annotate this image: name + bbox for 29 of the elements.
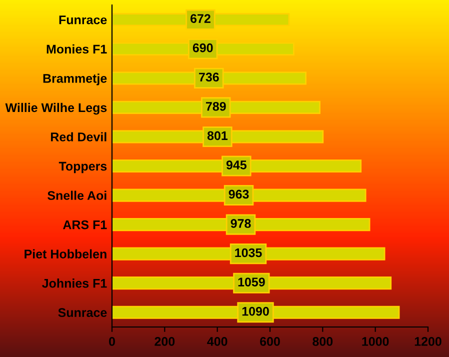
data-label: 1090 bbox=[242, 306, 269, 316]
data-label: 789 bbox=[206, 102, 226, 111]
y-tick-label: Red Devil bbox=[51, 132, 106, 142]
y-tick-label: Funrace bbox=[59, 16, 107, 24]
y-tick-label: Piet Hobbelen bbox=[24, 249, 106, 258]
y-tick-label: Brammetje bbox=[43, 74, 107, 86]
data-label: 978 bbox=[230, 219, 251, 228]
data-label: 801 bbox=[207, 131, 228, 140]
y-tick-label: ARS F1 bbox=[63, 220, 107, 230]
y-tick-label: Willie Wilhe Legs bbox=[5, 102, 107, 115]
y-tick-label: Monies F1 bbox=[46, 44, 107, 54]
y-tick-label: Johnies F1 bbox=[42, 278, 107, 288]
x-tick-label: 400 bbox=[207, 337, 228, 346]
y-tick-label: Sunrace bbox=[58, 308, 107, 318]
data-label: 690 bbox=[192, 43, 213, 52]
data-label: 736 bbox=[199, 72, 219, 82]
data-label: 963 bbox=[228, 190, 249, 199]
data-label: 1035 bbox=[235, 248, 262, 258]
y-tick-label: Toppers bbox=[58, 162, 107, 174]
x-tick-label: 800 bbox=[312, 337, 333, 346]
data-label: 1059 bbox=[238, 278, 265, 286]
data-label: 672 bbox=[190, 14, 210, 23]
x-tick-label: 0 bbox=[109, 337, 115, 346]
data-label: 945 bbox=[226, 160, 247, 170]
x-tick-label: 200 bbox=[154, 337, 175, 346]
x-tick-label: 600 bbox=[260, 337, 280, 346]
x-tick-label: 1000 bbox=[362, 337, 389, 346]
y-tick-label: Snelle Aoi bbox=[48, 190, 106, 200]
x-tick-label: 1200 bbox=[414, 337, 442, 346]
